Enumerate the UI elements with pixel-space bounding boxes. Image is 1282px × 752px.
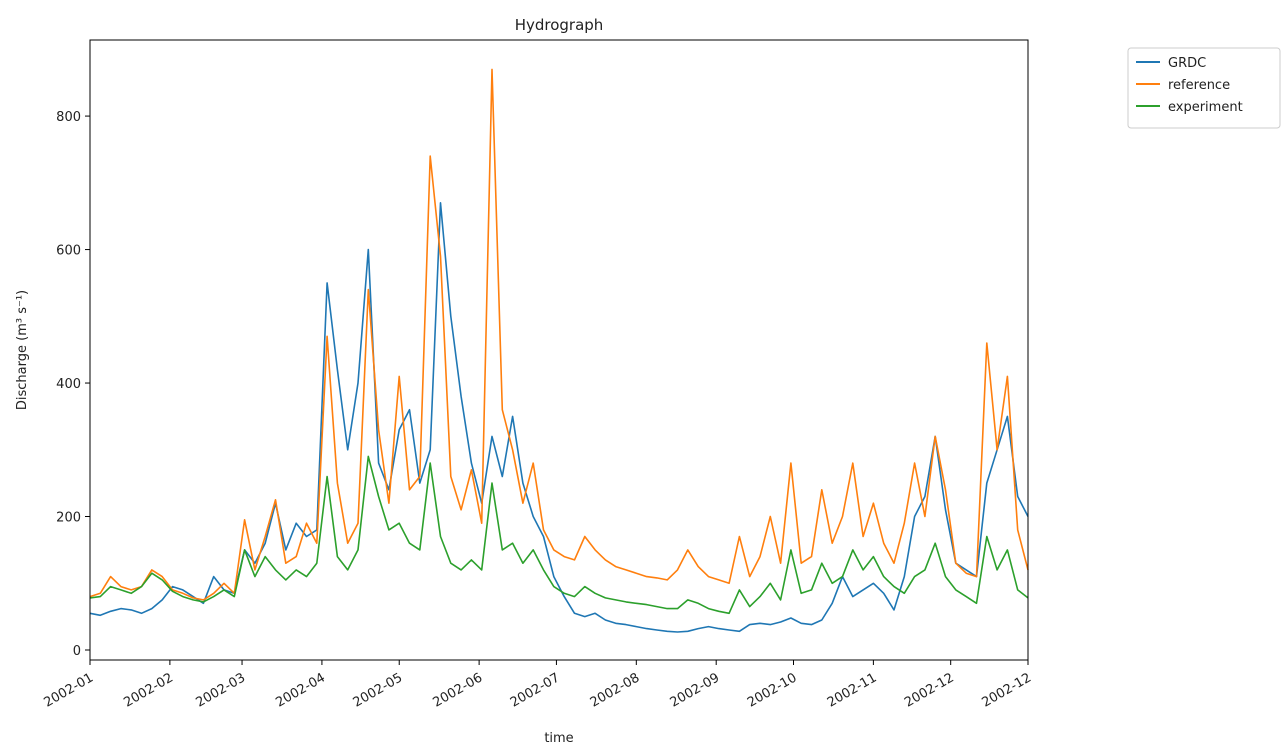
x-tick-label: 2002-10: [745, 670, 800, 710]
x-tick-label: 2002-06: [431, 670, 486, 710]
x-tick-label: 2002-08: [588, 670, 643, 710]
x-tick-label: 2002-12: [902, 670, 957, 710]
legend-label: GRDC: [1168, 56, 1206, 71]
plot-frame: [89, 39, 1029, 661]
legend-label: reference: [1168, 78, 1230, 93]
y-tick-label: 0: [73, 644, 81, 659]
series-line: [89, 68, 1029, 601]
x-tick-label: 2002-09: [668, 670, 723, 710]
series-line: [89, 202, 1029, 633]
y-axis-label: Discharge (m³ s⁻¹): [15, 290, 30, 410]
x-tick-label: 2002-05: [351, 670, 406, 710]
x-tick-label: 2002-11: [825, 670, 880, 710]
x-tick-label: 2002-07: [508, 670, 563, 710]
x-tick-label: 2002-01: [41, 670, 96, 710]
y-tick-label: 400: [56, 377, 81, 392]
y-tick-label: 600: [56, 244, 81, 259]
chart-title: Hydrograph: [515, 16, 604, 34]
x-tick-label: 2002-03: [193, 670, 248, 710]
x-tick-label: 2002-12: [979, 670, 1034, 710]
legend-box: [1127, 47, 1281, 129]
x-tick-label: 2002-02: [121, 670, 176, 710]
y-tick-label: 200: [56, 511, 81, 526]
series-line: [89, 455, 1029, 615]
plot-area: [89, 68, 1029, 633]
x-axis-label: time: [544, 731, 573, 746]
legend-label: experiment: [1168, 100, 1243, 115]
y-tick-label: 800: [56, 110, 81, 125]
x-tick-label: 2002-04: [273, 670, 328, 710]
